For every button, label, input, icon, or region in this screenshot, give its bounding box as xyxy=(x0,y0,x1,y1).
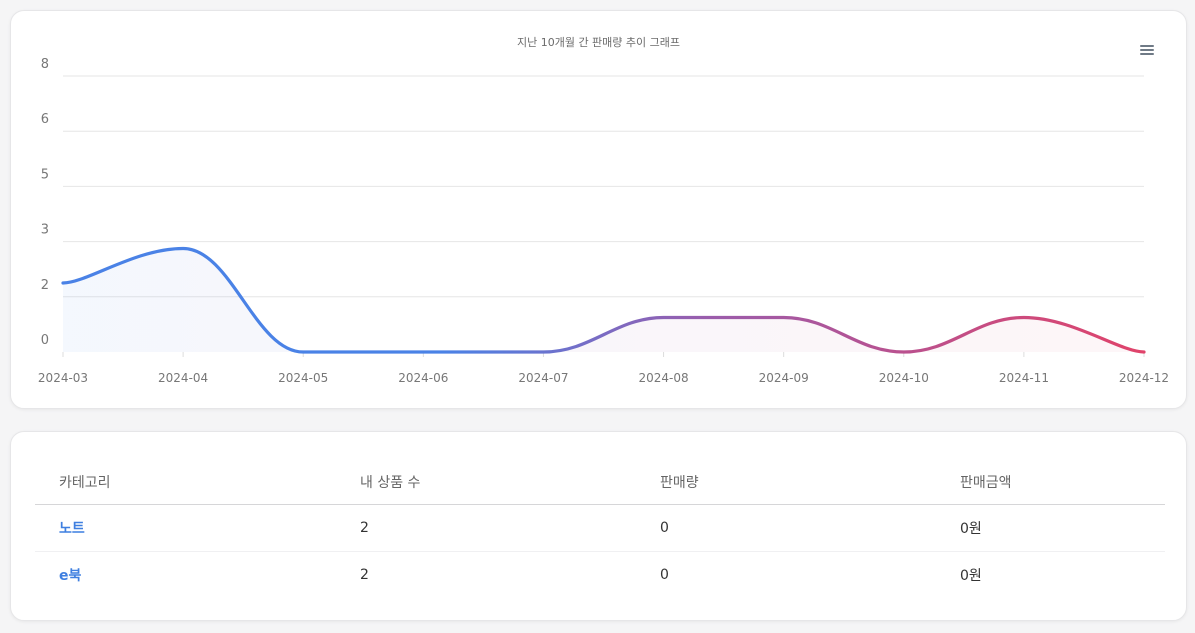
y-tick-label: 5 xyxy=(41,167,49,182)
sales-trend-chart: 0 2 3 5 6 8 2024-03 2024-04 2024-05 2024-06 2024-0… xyxy=(38,57,1169,385)
series-line xyxy=(61,246,1146,354)
y-tick-label: 8 xyxy=(41,57,49,72)
category-table-card: 카테고리 내 상품 수 판매량 판매금액 노트 2 0 0원 e북 2 0 0원 xyxy=(10,431,1187,621)
area-fill xyxy=(63,248,1144,352)
category-cell: 노트 xyxy=(35,504,336,552)
category-stats-table: 카테고리 내 상품 수 판매량 판매금액 노트 2 0 0원 e북 2 0 0원 xyxy=(35,460,1165,598)
y-tick-label: 3 xyxy=(41,223,49,238)
sales-chart-card: 지난 10개월 간 판매량 추이 그래프 0 2 3 5 6 8 2024-03 2024-0… xyxy=(10,10,1187,409)
sales-volume-cell: 0 xyxy=(660,567,669,583)
product-count-cell: 2 xyxy=(360,567,369,583)
x-tick-label: 2024-10 xyxy=(879,371,929,385)
y-tick-label: 0 xyxy=(41,333,49,348)
header-product-count: 내 상품 수 xyxy=(336,460,636,505)
x-tick-label: 2024-09 xyxy=(759,371,809,385)
menu-icon[interactable] xyxy=(1140,45,1154,57)
sales-amount-cell: 0원 xyxy=(936,504,1165,552)
category-link[interactable]: e북 xyxy=(59,568,82,584)
y-tick-label: 2 xyxy=(41,278,49,293)
header-sales-amount: 판매금액 xyxy=(936,460,1165,505)
category-cell: e북 xyxy=(35,552,336,599)
x-tick-label: 2024-12 xyxy=(1119,371,1169,385)
header-sales-volume: 판매량 xyxy=(636,460,936,505)
y-tick-label: 6 xyxy=(41,112,49,127)
sales-amount-cell: 0원 xyxy=(960,568,982,584)
chart-title: 지난 10개월 간 판매량 추이 그래프 xyxy=(516,36,681,49)
table-row: e북 2 0 0원 xyxy=(35,552,1165,599)
x-tick-label: 2024-07 xyxy=(518,371,568,385)
x-tick-label: 2024-06 xyxy=(398,371,448,385)
x-tick-label: 2024-05 xyxy=(278,371,328,385)
table-row: 노트 2 0 0원 xyxy=(35,504,1165,552)
x-tick-label: 2024-04 xyxy=(158,371,208,385)
table-header-row: 카테고리 내 상품 수 판매량 판매금액 xyxy=(35,460,1165,505)
x-tick-label: 2024-03 xyxy=(38,371,88,385)
x-tick-label: 2024-11 xyxy=(999,371,1049,385)
product-count-cell: 2 xyxy=(336,504,636,552)
sales-volume-cell: 0 xyxy=(636,504,936,552)
x-tick-label: 2024-08 xyxy=(638,371,688,385)
category-link[interactable]: 노트 xyxy=(59,521,85,537)
header-category: 카테고리 xyxy=(35,460,336,505)
